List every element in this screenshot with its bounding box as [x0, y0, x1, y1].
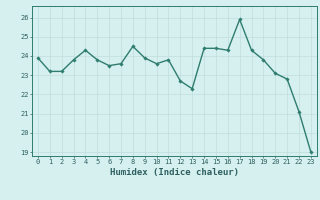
X-axis label: Humidex (Indice chaleur): Humidex (Indice chaleur): [110, 168, 239, 177]
